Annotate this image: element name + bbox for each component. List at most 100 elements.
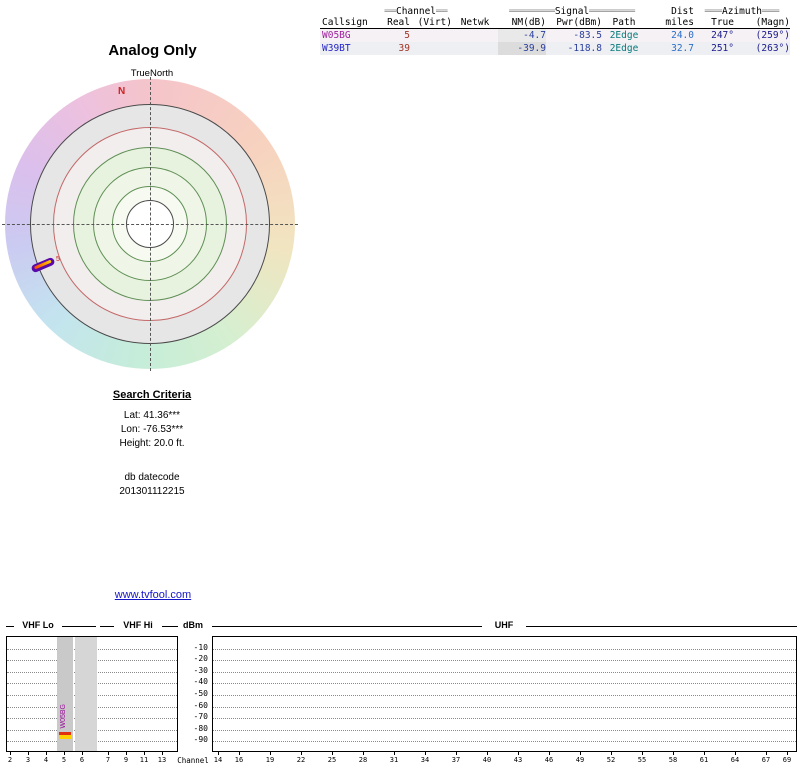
channel-tick xyxy=(162,752,163,755)
cell-nm: -4.7 xyxy=(498,29,546,42)
signal-level-marker-yellow xyxy=(59,735,71,739)
search-criteria: Search Criteria Lat: 41.36*** Lon: -76.5… xyxy=(62,389,242,499)
cell-virt-channel xyxy=(410,29,452,42)
table-row-w05bg: W05BG 5 -4.7 -83.5 2Edge 24.0 247° (259°… xyxy=(320,29,790,42)
channel-tick xyxy=(64,752,65,755)
group-header-dist: Dist xyxy=(671,6,694,17)
cell-azimuth-magn: (259°) xyxy=(755,30,790,41)
truenorth-label: TrueNorth xyxy=(130,68,174,79)
channel-tick-label: 11 xyxy=(139,756,149,764)
channel-tick xyxy=(642,752,643,755)
cell-virt-channel xyxy=(410,42,452,55)
cell-callsign: W05BG xyxy=(322,30,351,41)
channel-tick-label: 49 xyxy=(575,756,585,764)
channel-tick-label: 58 xyxy=(668,756,678,764)
col-header-nm: NM(dB) xyxy=(511,17,546,28)
channel-tick xyxy=(301,752,302,755)
channel-tick xyxy=(673,752,674,755)
channel-tick xyxy=(704,752,705,755)
channel-tick-label: 67 xyxy=(761,756,771,764)
signal-table: ══Channel══ ════════Signal════════ Dist … xyxy=(320,6,790,55)
channel-tick xyxy=(10,752,11,755)
channel-tick xyxy=(270,752,271,755)
tvfool-link[interactable]: www.tvfool.com xyxy=(114,589,192,601)
dbm-gridline xyxy=(213,660,796,662)
dbm-gridline xyxy=(213,718,796,720)
cell-callsign: W39BT xyxy=(322,43,351,54)
cell-pwr: -118.8 xyxy=(567,43,602,54)
channel-tick-label: 34 xyxy=(420,756,430,764)
search-height: Height: 20.0 ft. xyxy=(119,438,185,449)
dbm-tick-label: -50 xyxy=(193,689,208,698)
cell-real-channel: 39 xyxy=(398,43,410,54)
radar-title: Analog Only xyxy=(108,42,197,59)
radar-crosshair-vertical xyxy=(150,77,151,371)
db-datecode-label: db datecode xyxy=(124,472,180,483)
channel-tick-label: 61 xyxy=(699,756,709,764)
table-group-header-row: ══Channel══ ════════Signal════════ Dist … xyxy=(320,6,790,17)
cell-real-channel: 5 xyxy=(404,30,410,41)
cell-miles: 24.0 xyxy=(671,30,694,41)
col-header-magn: (Magn) xyxy=(755,17,790,28)
col-header-pwr: Pwr(dBm) xyxy=(556,17,602,28)
channel-tick-label: 5 xyxy=(61,756,67,764)
vhf-hi-label: VHF Hi xyxy=(114,620,162,632)
channel-tick-label: 14 xyxy=(213,756,223,764)
dbm-tick-label: -70 xyxy=(193,712,208,722)
channel-tick-label: 19 xyxy=(265,756,275,764)
channel-tick-label: 31 xyxy=(389,756,399,764)
channel-tick xyxy=(766,752,767,755)
dbm-gridline xyxy=(213,729,796,731)
search-lat: Lat: 41.36*** xyxy=(123,410,181,421)
channel-6-band xyxy=(75,637,97,751)
channel-tick xyxy=(46,752,47,755)
cell-azimuth-true: 247° xyxy=(711,30,734,41)
col-header-real: Real xyxy=(387,17,410,28)
uhf-label: UHF xyxy=(482,620,526,632)
channel-tick xyxy=(108,752,109,755)
dbm-gridline xyxy=(213,695,796,696)
north-marker: N xyxy=(118,86,126,97)
search-criteria-heading: Search Criteria xyxy=(112,389,192,401)
col-header-miles: miles xyxy=(665,17,694,28)
dbm-tick-label: -30 xyxy=(193,665,208,675)
col-header-virt: (Virt) xyxy=(417,17,452,28)
dbm-gridline xyxy=(213,741,796,743)
channel-tick-label: 13 xyxy=(157,756,167,764)
channel-tick-label: 46 xyxy=(544,756,554,764)
cell-path: 2Edge xyxy=(609,30,639,41)
channel-tick xyxy=(456,752,457,755)
channel-tick-label: 6 xyxy=(79,756,85,764)
group-header-spacer xyxy=(320,6,380,17)
channel-tick-label: 28 xyxy=(358,756,368,764)
col-header-netwk: Netwk xyxy=(460,17,490,28)
channel-tick xyxy=(332,752,333,755)
channel-axis-label: Channel xyxy=(177,756,209,765)
channel-tick xyxy=(611,752,612,755)
cell-nm: -39.9 xyxy=(498,42,546,55)
channel-tick xyxy=(218,752,219,755)
cell-pwr: -83.5 xyxy=(573,30,602,41)
cell-netwk xyxy=(452,29,498,42)
channel-tick-label: 43 xyxy=(513,756,523,764)
db-datecode-value: 201301112215 xyxy=(119,486,185,497)
dbm-tick-label: -10 xyxy=(193,642,208,652)
band-callsign-label: W05BG xyxy=(60,704,67,729)
channel-tick-label: 16 xyxy=(234,756,244,764)
channel-tick-label: 40 xyxy=(482,756,492,764)
channel-tick xyxy=(787,752,788,755)
vhf-lo-label: VHF Lo xyxy=(14,620,62,632)
channel-tick-label: 7 xyxy=(105,756,111,764)
cell-miles: 32.7 xyxy=(671,43,694,54)
cell-azimuth-magn: (263°) xyxy=(755,43,790,54)
dbm-tick-label: -40 xyxy=(193,677,208,687)
table-row-w39bt: W39BT 39 -39.9 -118.8 2Edge 32.7 251° (2… xyxy=(320,42,790,55)
dbm-tick-label: -90 xyxy=(193,735,208,745)
dbm-tick-label: -80 xyxy=(193,723,208,733)
channel-tick-label: 25 xyxy=(327,756,337,764)
channel-tick xyxy=(363,752,364,755)
group-header-azimuth: ═══Azimuth═══ xyxy=(704,6,780,17)
channel-5-band: W05BG xyxy=(57,637,73,751)
cell-netwk xyxy=(452,42,498,55)
